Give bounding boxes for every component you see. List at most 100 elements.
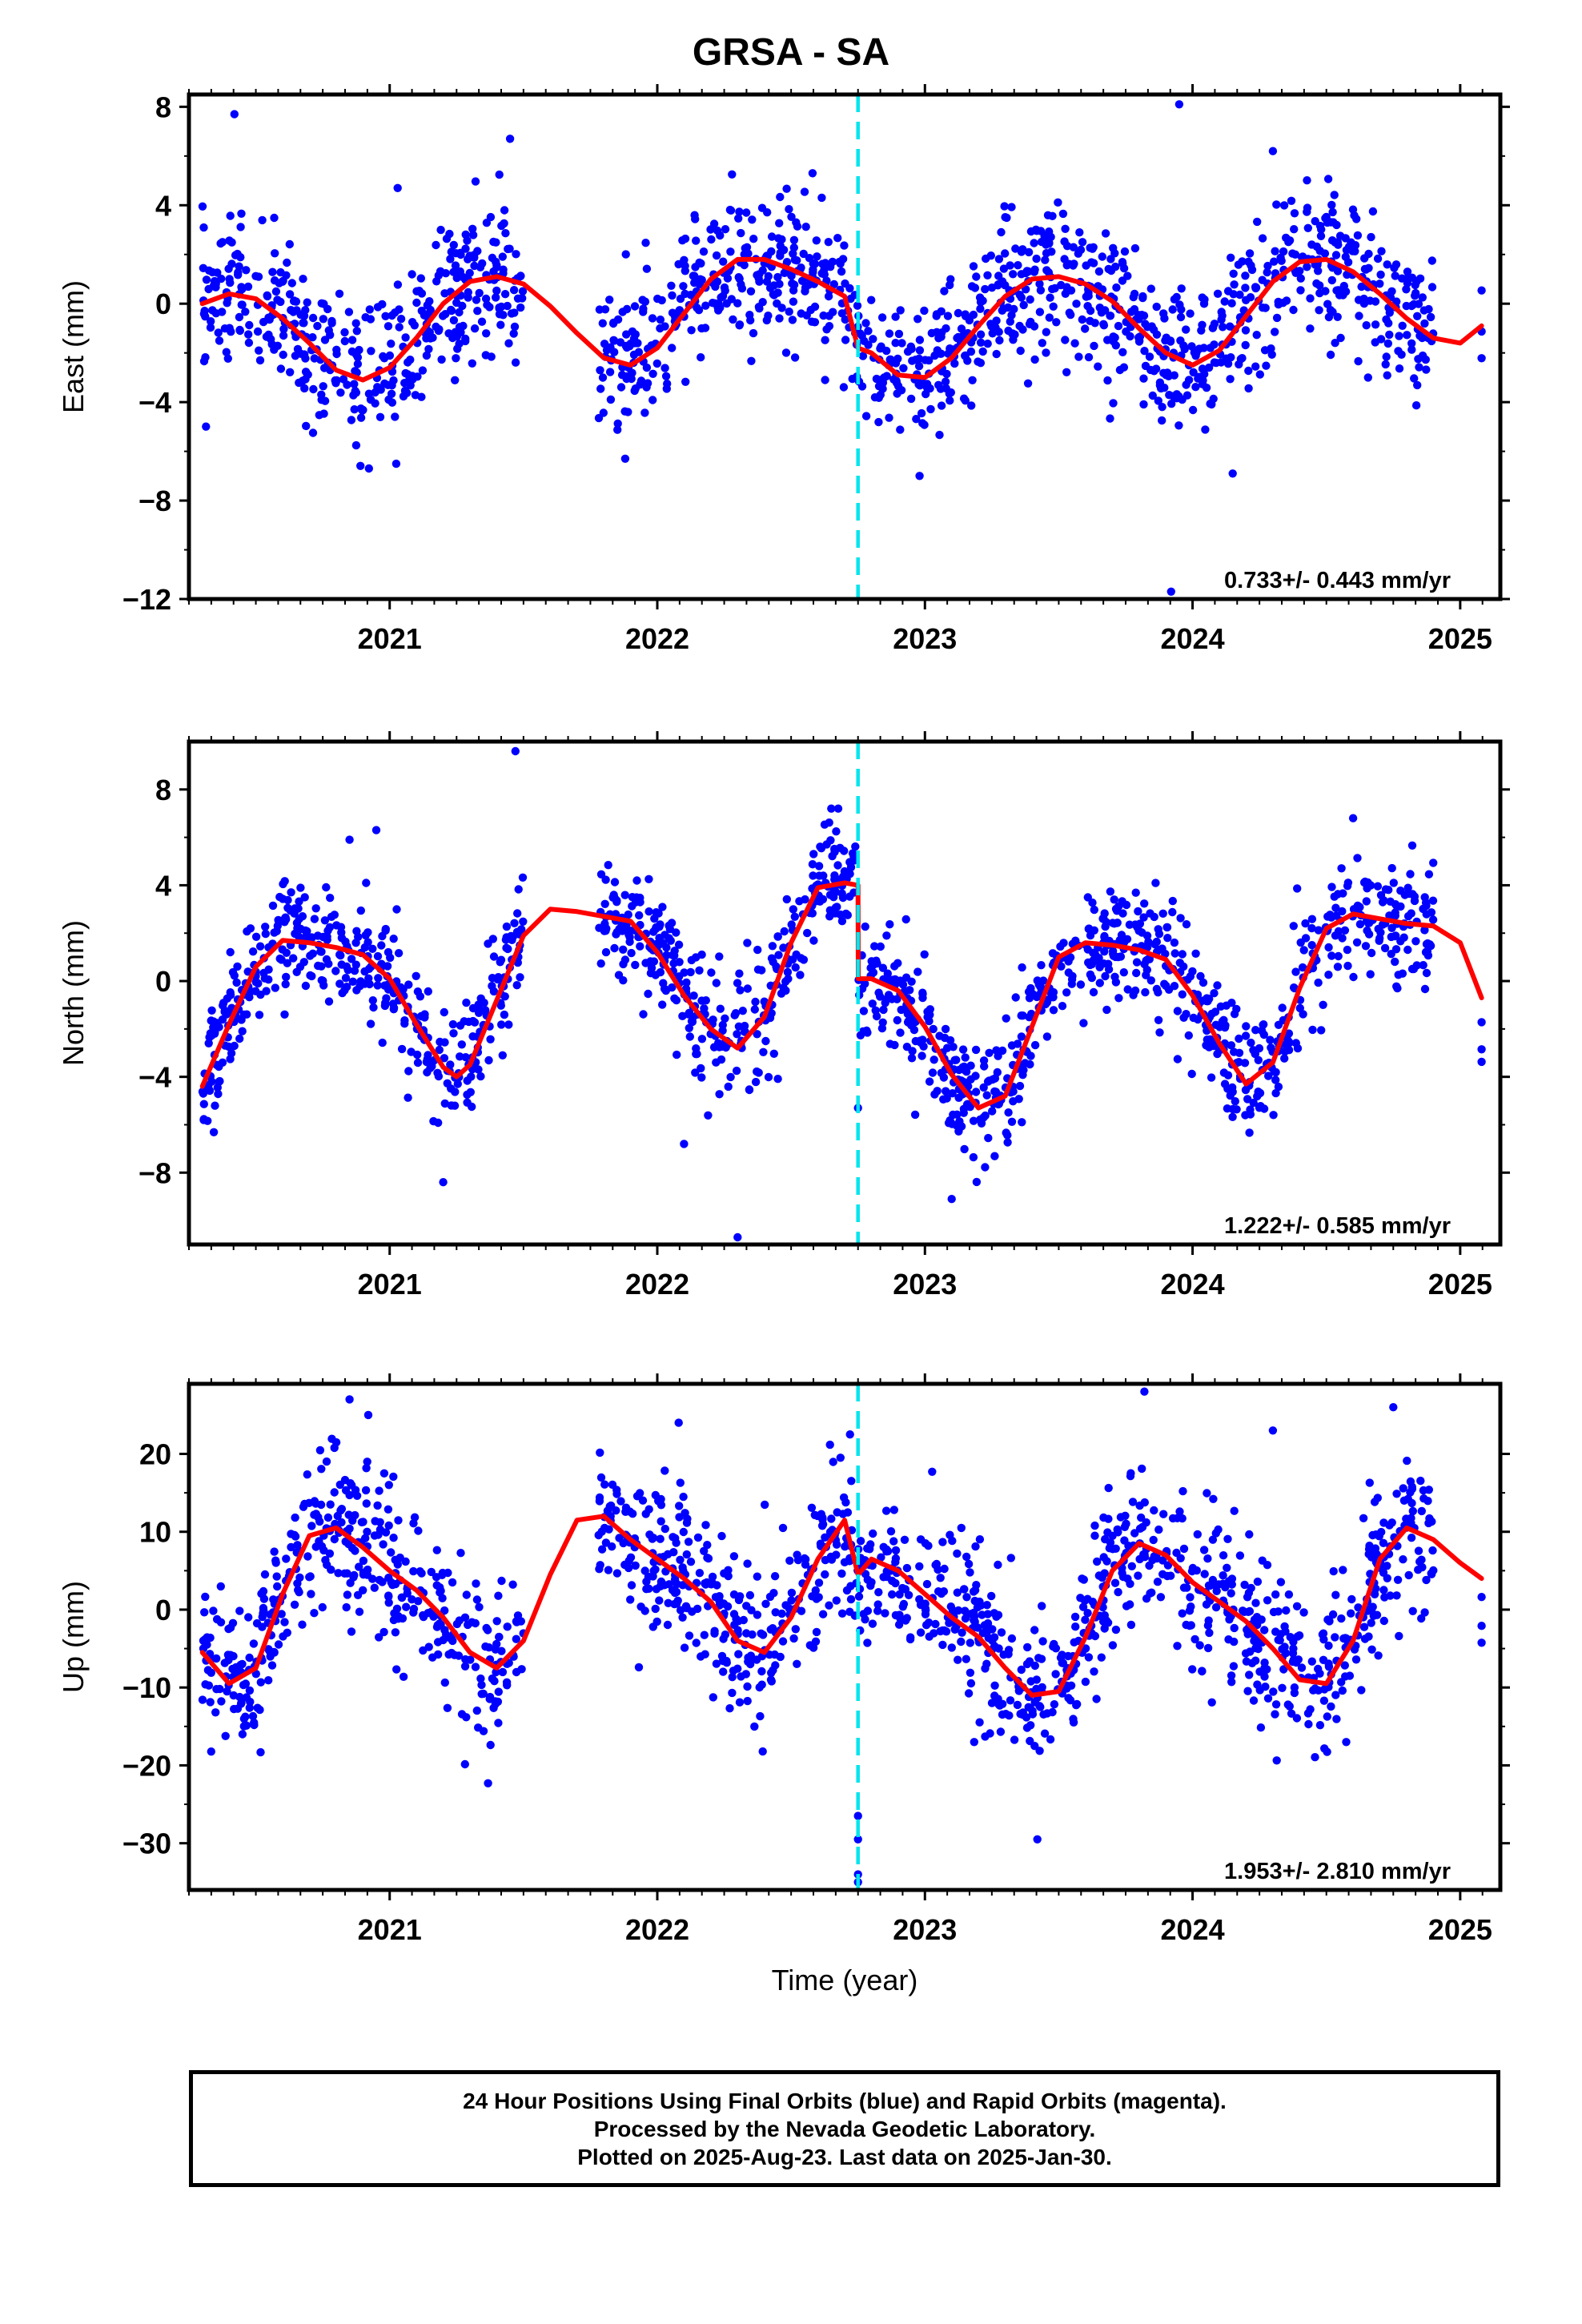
up-data-point xyxy=(294,1586,303,1594)
east-data-point xyxy=(1002,213,1011,223)
north-data-point xyxy=(282,972,291,982)
up-data-point xyxy=(246,1697,255,1707)
east-data-point xyxy=(270,213,279,223)
up-data-point xyxy=(604,1566,613,1574)
east-data-point xyxy=(401,368,410,378)
east-data-point xyxy=(1011,244,1020,253)
east-data-point xyxy=(1141,320,1150,328)
east-data-point xyxy=(1199,300,1209,308)
up-data-point xyxy=(655,1596,664,1605)
east-data-point xyxy=(340,328,349,337)
up-data-point xyxy=(389,1534,398,1542)
north-data-point xyxy=(1254,1088,1263,1096)
north-data-point xyxy=(474,1065,483,1074)
east-data-point xyxy=(622,330,631,339)
north-data-point xyxy=(1301,919,1310,928)
up-data-point xyxy=(361,1534,370,1543)
up-data-point xyxy=(1477,1622,1486,1630)
east-data-point xyxy=(255,346,263,355)
east-data-point xyxy=(255,356,265,365)
up-data-point xyxy=(375,1486,383,1495)
up-data-point xyxy=(384,1574,393,1582)
north-data-point xyxy=(595,923,604,932)
up-data-point xyxy=(517,1665,526,1674)
up-data-point xyxy=(1195,1641,1204,1650)
north-data-point xyxy=(224,1042,233,1051)
east-data-point xyxy=(465,251,474,260)
east-data-point xyxy=(1421,355,1431,364)
up-data-point xyxy=(409,1519,418,1528)
up-data-point xyxy=(472,1579,480,1588)
north-data-point xyxy=(404,1093,412,1102)
north-data-point xyxy=(861,922,869,931)
up-data-point xyxy=(793,1555,803,1565)
east-data-point xyxy=(1141,361,1150,371)
up-data-point xyxy=(444,1650,453,1659)
east-data-point xyxy=(1420,319,1429,328)
north-data-point xyxy=(407,1047,416,1056)
east-data-point xyxy=(254,272,263,281)
north-data-point xyxy=(1009,1087,1018,1096)
east-data-point xyxy=(1364,263,1373,272)
north-y-tick-label: 8 xyxy=(155,774,171,806)
up-data-point xyxy=(743,1696,752,1706)
up-y-tick-label: −10 xyxy=(122,1671,171,1704)
up-data-point xyxy=(958,1628,966,1637)
up-data-point xyxy=(616,1497,625,1506)
east-data-point xyxy=(915,336,925,344)
up-data-point xyxy=(1023,1642,1032,1652)
up-data-point xyxy=(984,1626,994,1634)
east-data-point xyxy=(976,330,986,339)
east-data-point xyxy=(401,333,410,342)
east-data-point xyxy=(1189,368,1198,377)
north-data-point xyxy=(295,897,303,906)
east-data-point xyxy=(437,355,446,364)
north-data-point xyxy=(1131,888,1140,897)
east-data-point xyxy=(420,311,429,320)
north-data-point xyxy=(1154,930,1164,939)
up-data-point xyxy=(898,1602,908,1611)
up-data-point xyxy=(436,1583,444,1592)
east-data-point xyxy=(381,312,390,320)
east-data-point xyxy=(1195,344,1204,353)
north-data-point xyxy=(1381,885,1391,894)
east-data-point xyxy=(918,419,927,428)
east-data-point xyxy=(972,272,981,281)
east-data-point xyxy=(606,343,615,352)
up-data-point xyxy=(1064,1694,1073,1703)
north-data-point xyxy=(1049,1006,1058,1015)
east-data-point xyxy=(1074,352,1083,361)
up-data-point xyxy=(1135,1554,1144,1564)
north-data-point xyxy=(619,945,628,955)
up-data-point xyxy=(1149,1535,1158,1545)
up-data-point xyxy=(981,1732,990,1741)
up-data-point xyxy=(651,1604,660,1614)
east-data-point xyxy=(347,416,356,424)
east-data-point xyxy=(687,326,696,335)
north-data-point xyxy=(1150,939,1159,949)
north-data-point xyxy=(600,899,609,909)
up-data-point xyxy=(661,1466,669,1475)
north-data-point xyxy=(833,804,843,813)
east-data-point xyxy=(882,372,891,380)
east-data-point xyxy=(797,263,805,272)
up-data-point xyxy=(818,1610,828,1618)
north-data-point xyxy=(1427,908,1436,917)
north-data-point xyxy=(467,1072,476,1081)
north-data-point xyxy=(918,993,927,1003)
up-data-point xyxy=(207,1668,215,1677)
north-data-point xyxy=(882,931,891,940)
east-data-point xyxy=(1271,247,1279,255)
up-data-point xyxy=(964,1689,974,1698)
north-data-point xyxy=(383,947,393,957)
east-data-point xyxy=(1383,339,1393,348)
east-data-point xyxy=(347,347,357,356)
east-data-point xyxy=(1007,311,1016,320)
east-data-point xyxy=(1289,305,1298,315)
up-data-point xyxy=(1320,1685,1329,1694)
up-data-point xyxy=(1392,1591,1401,1600)
up-outlier-point xyxy=(1389,1403,1398,1412)
east-data-point xyxy=(387,398,397,407)
up-data-point xyxy=(612,1569,622,1578)
east-data-point xyxy=(914,380,923,389)
